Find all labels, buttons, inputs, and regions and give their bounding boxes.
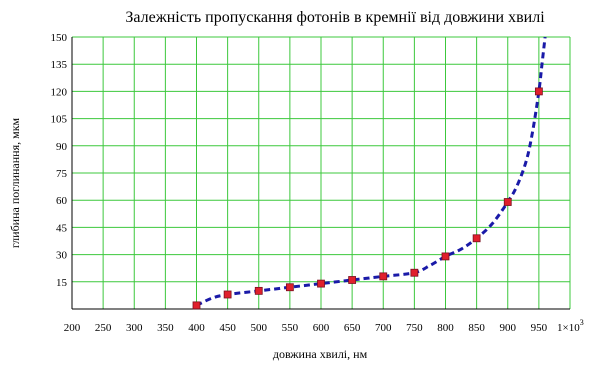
x-tick-label: 900	[500, 322, 517, 334]
y-tick-label: 90	[56, 141, 68, 153]
data-point	[534, 87, 543, 96]
data-point	[348, 276, 357, 284]
x-tick-label: 700	[375, 322, 392, 334]
data-point	[379, 272, 388, 281]
data-point	[317, 279, 325, 288]
y-axis-label: глибина поглинання, мкм	[8, 117, 22, 248]
grid	[72, 36, 571, 309]
y-tick-label: 150	[51, 32, 68, 44]
x-tick-label: 550	[282, 322, 299, 334]
y-tick-label: 120	[51, 86, 68, 98]
chart-title: Залежність пропускання фотонів в кремнії…	[125, 9, 545, 26]
data-point	[410, 268, 419, 277]
y-tick-label: 60	[56, 195, 68, 207]
y-tick-label: 30	[56, 250, 68, 262]
x-tick-label: 200	[64, 322, 81, 334]
x-tick-label: 500	[251, 322, 268, 334]
curve-layer	[195, 36, 547, 307]
data-point	[503, 198, 512, 206]
x-tick-labels: 200 250 300 350 400 450 500 550 600 650 700 750 800 8…	[64, 322, 548, 334]
x-tick-label: 300	[126, 322, 143, 334]
y-tick-labels: 15 30 45 60 75 90 105 120 135 150	[51, 32, 68, 289]
x-tick-label: 400	[188, 322, 205, 334]
marker-layer	[192, 87, 543, 310]
data-point	[192, 301, 201, 310]
data-point	[223, 290, 232, 299]
y-tick-label: 75	[56, 168, 68, 180]
data-point	[441, 252, 450, 261]
x-tick-label: 250	[95, 322, 112, 334]
data-point	[254, 286, 263, 295]
x-tick-label: 600	[313, 322, 330, 334]
axes	[71, 37, 570, 310]
x-axis-label: довжина хвилі, нм	[273, 347, 368, 361]
x-tick-label: 800	[437, 322, 454, 334]
x-tick-label: 450	[219, 322, 236, 334]
x-tick-label: 350	[157, 322, 174, 334]
data-point	[285, 283, 294, 292]
x-tick-label: 650	[344, 322, 361, 334]
y-tick-label: 15	[56, 277, 68, 289]
y-tick-label: 105	[51, 114, 68, 126]
x-axis-multiplier: 1×103	[557, 318, 584, 334]
fit-curve	[195, 36, 547, 307]
x-tick-label: 850	[468, 322, 485, 334]
x-tick-label: 750	[406, 322, 423, 334]
data-point	[472, 234, 481, 243]
x-tick-label: 950	[531, 322, 548, 334]
y-tick-label: 135	[51, 59, 68, 71]
y-tick-label: 45	[56, 222, 68, 234]
